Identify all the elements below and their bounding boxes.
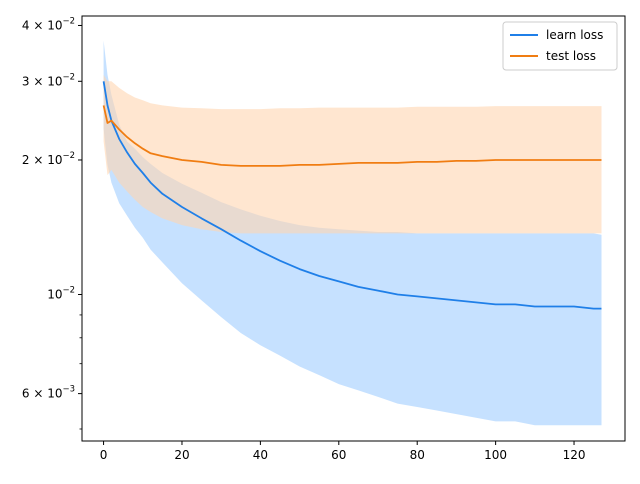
y-tick-label: 2 × 10−2 — [22, 151, 75, 167]
y-tick-label: 10−2 — [47, 285, 75, 301]
x-tick-label: 100 — [484, 448, 507, 462]
x-tick-label: 40 — [253, 448, 268, 462]
x-axis: 0 20 40 60 80 100 120 — [100, 441, 586, 462]
y-tick-label: 4 × 10−2 — [22, 16, 75, 32]
legend-label: learn loss — [546, 28, 603, 42]
y-axis: 4 × 10−2 3 × 10−2 2 × 10−2 10−2 6 × 10−3 — [22, 16, 82, 430]
legend-label: test loss — [546, 49, 596, 63]
plot-frame — [81, 15, 626, 442]
line-test-loss — [102, 105, 602, 167]
y-tick-label: 3 × 10−2 — [22, 72, 75, 88]
x-tick-label: 0 — [100, 448, 108, 462]
x-tick-label: 20 — [174, 448, 189, 462]
x-tick-label: 120 — [563, 448, 586, 462]
confidence-bands — [103, 40, 602, 426]
y-tick-label: 6 × 10−3 — [22, 385, 75, 401]
x-tick-label: 80 — [410, 448, 425, 462]
x-tick-label: 60 — [331, 448, 346, 462]
series-lines — [102, 81, 602, 310]
band-test-loss — [103, 74, 602, 234]
legend: learn loss test loss — [502, 21, 618, 71]
line-learn-loss — [102, 81, 602, 310]
